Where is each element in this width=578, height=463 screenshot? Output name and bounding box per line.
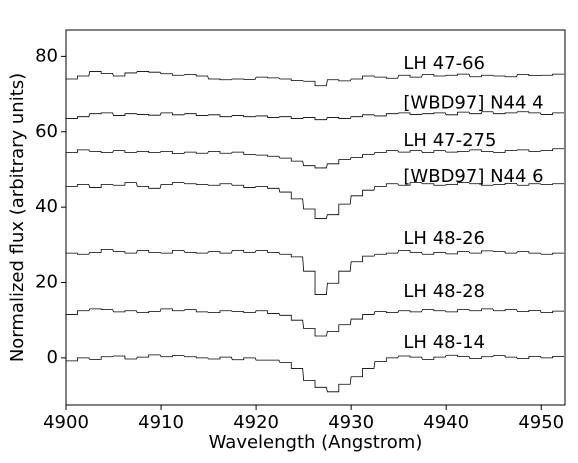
x-tick-label: 4910 [138,412,184,433]
series-line-7 [66,354,565,393]
x-axis-label: Wavelength (Angstrom) [209,432,423,453]
series-annotation-6: LH 48-28 [403,281,485,302]
series-line-1 [66,71,565,87]
y-axis-label: Normalized flux (arbitrary units) [7,73,28,362]
x-axis-ticks: 4900 4910 4920 4930 4940 4950 [43,405,564,433]
x-tick-label: 4920 [233,412,279,433]
plot-frame [65,29,566,406]
series-annotation-5: LH 48-26 [403,228,485,249]
series-line-2 [66,111,565,121]
annotation-group: LH 47-66 [WBD97] N44 4 LH 47-275 [WBD97] N4… [403,53,543,353]
series-annotation-7: LH 48-14 [403,332,485,353]
y-tick-label: 60 [35,121,58,142]
series-annotation-4: [WBD97] N44 6 [403,166,543,187]
x-tick-label: 4940 [423,412,469,433]
series-group [66,71,565,393]
y-tick-label: 20 [35,272,58,293]
series-line-3 [66,148,565,169]
plot-area [66,30,565,405]
series-line-4 [66,182,565,219]
y-tick-label: 40 [35,196,58,217]
series-line-5 [66,248,565,295]
y-tick-label: 0 [47,347,58,368]
x-tick-label: 4900 [43,412,89,433]
x-tick-label: 4950 [518,412,564,433]
series-line-6 [66,308,565,337]
x-tick-label: 4930 [328,412,374,433]
y-tick-label: 80 [35,45,58,66]
y-axis-ticks: 0 20 40 60 80 [35,45,66,368]
series-annotation-3: LH 47-275 [403,130,496,151]
series-annotation-2: [WBD97] N44 4 [403,92,543,113]
series-annotation-1: LH 47-66 [403,53,485,74]
